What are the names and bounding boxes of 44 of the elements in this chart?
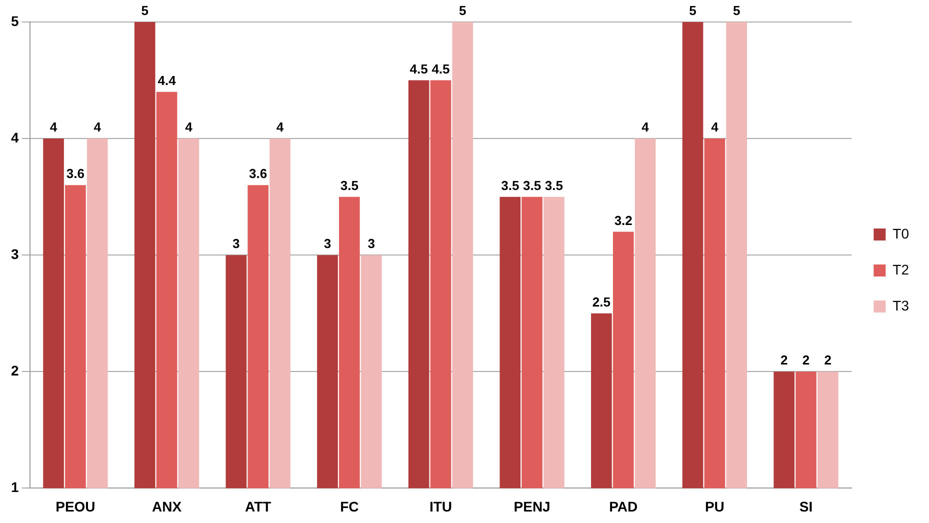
data-label: 3 bbox=[232, 236, 240, 252]
data-label: 3.6 bbox=[249, 166, 268, 182]
data-label: 4 bbox=[276, 120, 284, 135]
x-tick-label: PENJ bbox=[514, 498, 550, 514]
y-tick-label: 4 bbox=[10, 129, 19, 146]
x-tick-label: PAD bbox=[609, 498, 638, 514]
data-label: 3.6 bbox=[66, 166, 84, 182]
x-tick-label: ITU bbox=[429, 498, 452, 514]
data-label: 3.2 bbox=[614, 212, 632, 228]
data-label: 4.4 bbox=[158, 73, 177, 88]
x-tick-label: PEOU bbox=[56, 498, 96, 514]
data-label: 3.5 bbox=[544, 178, 563, 193]
data-label: 5 bbox=[732, 3, 740, 18]
data-label: 4 bbox=[711, 120, 720, 135]
data-label: 3.5 bbox=[523, 178, 542, 193]
data-label: 4 bbox=[50, 120, 58, 135]
y-tick-label: 2 bbox=[10, 362, 19, 379]
data-label: 4.5 bbox=[410, 61, 428, 76]
y-tick-label: 1 bbox=[10, 479, 19, 496]
data-label: 4.5 bbox=[432, 61, 450, 76]
data-label: 5 bbox=[459, 3, 466, 18]
data-label: 5 bbox=[141, 3, 148, 18]
data-label: 3 bbox=[324, 236, 332, 252]
x-tick-label: FC bbox=[340, 498, 359, 514]
data-label: 5 bbox=[689, 3, 696, 18]
data-label: 4 bbox=[94, 120, 102, 135]
data-label: 2 bbox=[802, 352, 810, 368]
x-tick-label: ANX bbox=[152, 498, 182, 514]
legend-label: T2 bbox=[892, 261, 910, 278]
data-label: 4 bbox=[185, 120, 194, 135]
x-tick-label: ATT bbox=[244, 498, 272, 514]
data-label: 2.5 bbox=[592, 294, 610, 310]
data-label: 4 bbox=[642, 120, 650, 135]
legend-label: T0 bbox=[892, 225, 910, 242]
y-tick-label: 3 bbox=[10, 246, 19, 262]
data-label: 2 bbox=[824, 352, 832, 368]
legend-label: T3 bbox=[892, 297, 910, 314]
data-label: 3.5 bbox=[340, 178, 358, 193]
y-tick-label: 5 bbox=[10, 12, 19, 29]
data-label: 2 bbox=[780, 352, 788, 368]
data-label: 3.5 bbox=[501, 178, 520, 193]
data-label: 3 bbox=[368, 236, 375, 252]
x-tick-label: PU bbox=[704, 498, 724, 514]
x-tick-label: SI bbox=[799, 498, 813, 514]
